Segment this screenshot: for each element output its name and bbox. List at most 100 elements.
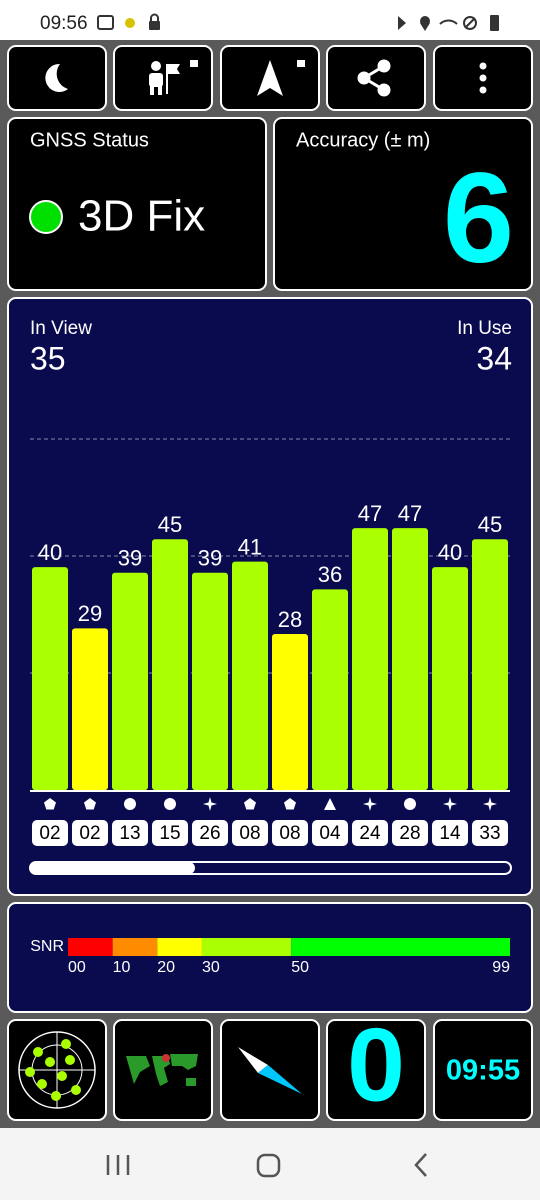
home-button[interactable] <box>256 1153 281 1178</box>
prn-label: 24 <box>359 823 381 844</box>
bar <box>392 528 428 790</box>
status-time: 09:56 <box>40 13 88 34</box>
sky-view-icon <box>18 1031 96 1109</box>
world-map-icon <box>122 1050 204 1090</box>
accuracy-title: Accuracy (± m) <box>296 129 430 151</box>
in-view-value: 35 <box>30 340 66 376</box>
lock-icon <box>297 60 305 67</box>
prn-box <box>312 820 348 846</box>
prn-label: 02 <box>79 823 100 844</box>
snr-segment <box>201 938 292 956</box>
bar <box>312 589 348 790</box>
menu-icon <box>479 62 487 94</box>
bar <box>432 567 468 790</box>
gnss-fix: 3D Fix <box>78 192 205 241</box>
fix-indicator <box>29 200 63 234</box>
prn-label: 15 <box>159 823 180 844</box>
share-button[interactable] <box>326 45 426 111</box>
moon-icon <box>45 63 68 92</box>
scroll-thumb[interactable] <box>30 862 195 874</box>
constellation-icon <box>203 797 217 811</box>
value-label: 45 <box>158 512 182 537</box>
snr-panel <box>7 902 533 1013</box>
snr-tick-label: 30 <box>202 959 220 976</box>
in-use-value: 34 <box>476 340 512 376</box>
value-label: 47 <box>358 501 382 526</box>
prn-box <box>432 820 468 846</box>
prn-label: 08 <box>279 823 300 844</box>
bar <box>472 539 508 790</box>
toolbar <box>7 45 533 111</box>
snr-segment <box>112 938 158 956</box>
in-use-label: In Use <box>457 318 512 339</box>
value-label: 36 <box>318 562 342 587</box>
prn-label: 04 <box>319 823 341 844</box>
prn-label: 26 <box>199 823 220 844</box>
bar <box>352 528 388 790</box>
constellation-icon <box>443 797 457 811</box>
snr-tick-label: 10 <box>113 959 131 976</box>
value-label: 40 <box>38 540 62 565</box>
prn-box <box>392 820 428 846</box>
fix-time: 09:55 <box>446 1055 520 1087</box>
snr-tick-label: 00 <box>68 959 86 976</box>
prn-box <box>472 820 508 846</box>
snr-segment <box>291 938 510 956</box>
gnss-status-tile <box>7 117 267 291</box>
prn-label: 33 <box>479 823 500 844</box>
arrow-icon <box>257 60 283 96</box>
prn-box <box>352 820 388 846</box>
recent-apps-button[interactable] <box>106 1155 130 1175</box>
constellation-icon <box>244 798 256 810</box>
constellation-icon <box>284 798 296 810</box>
prn-box <box>232 820 268 846</box>
bar <box>72 628 108 790</box>
time-tile <box>433 1019 533 1121</box>
constellation-icon <box>124 798 136 810</box>
bar <box>192 572 228 790</box>
constellation-icon <box>164 798 176 810</box>
snr-segment <box>68 938 113 956</box>
back-button[interactable] <box>414 1153 427 1177</box>
snr-chart: 40 02 29 02 39 13 45 15 39 26 41 08 28 08 36 04 47 24 47 28… <box>30 438 510 846</box>
constellation-icon <box>363 797 377 811</box>
prn-box <box>152 820 188 846</box>
in-view-label: In View <box>30 318 92 339</box>
snr-tick-label: 99 <box>492 959 510 976</box>
compass-icon <box>238 1047 302 1094</box>
value-label: 41 <box>238 534 262 559</box>
bar <box>112 572 148 790</box>
prn-label: 28 <box>399 823 420 844</box>
prn-label: 13 <box>119 823 140 844</box>
prn-box <box>32 820 68 846</box>
prn-box <box>112 820 148 846</box>
constellation-icon <box>44 798 56 810</box>
constellation-icon <box>483 797 497 811</box>
speed-value: 0 <box>347 1007 405 1123</box>
snr-scale: 00 10 20 30 50 99 <box>68 938 510 976</box>
nav-buttons <box>106 1153 427 1178</box>
bar <box>232 561 268 790</box>
snr-tick-label: 50 <box>291 959 309 976</box>
value-label: 47 <box>398 501 422 526</box>
share-icon <box>357 59 391 97</box>
bar <box>152 539 188 790</box>
prn-label: 14 <box>439 823 461 844</box>
snr-title: SNR <box>30 938 64 955</box>
nav-bar <box>0 1128 540 1200</box>
bar <box>32 567 68 790</box>
gnss-status-title: GNSS Status <box>30 129 149 151</box>
value-label: 45 <box>478 512 502 537</box>
prn-box <box>192 820 228 846</box>
prn-box <box>272 820 308 846</box>
prn-label: 02 <box>39 823 60 844</box>
value-label: 39 <box>118 546 142 571</box>
constellation-icon <box>404 798 416 810</box>
constellation-icon <box>83 798 96 810</box>
snr-tick-label: 20 <box>157 959 175 976</box>
prn-label: 08 <box>239 823 260 844</box>
accuracy-value: 6 <box>443 147 514 290</box>
accuracy-tile <box>273 117 533 291</box>
